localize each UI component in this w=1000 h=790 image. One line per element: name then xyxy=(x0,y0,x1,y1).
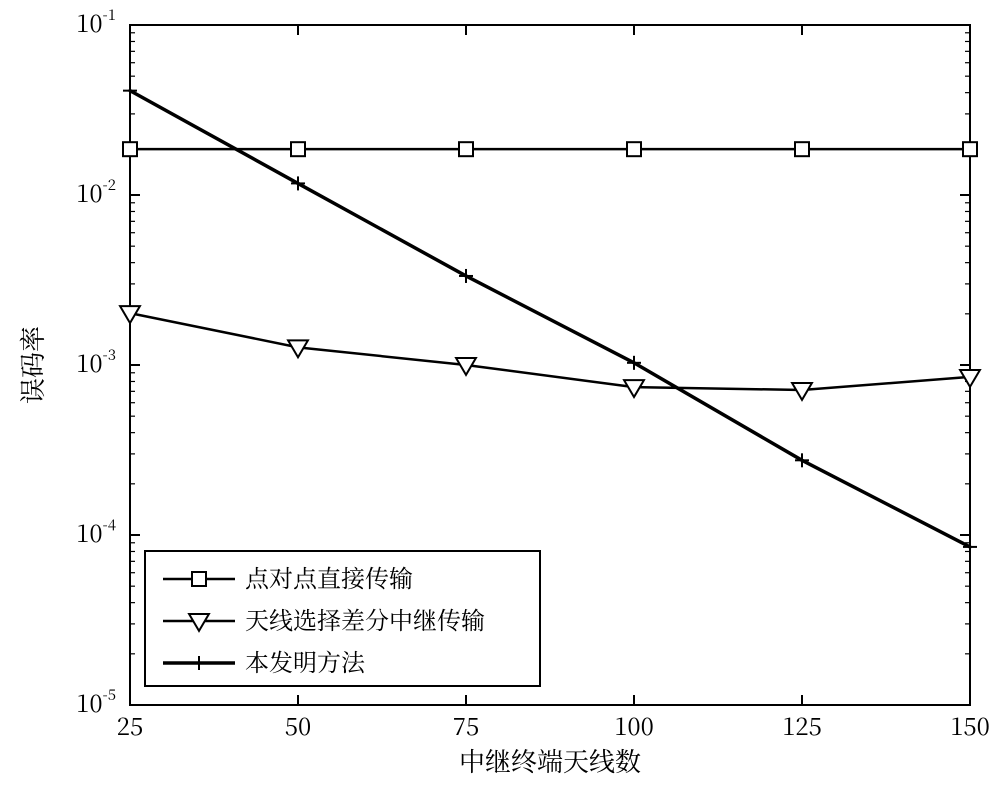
legend-label: 本发明方法 xyxy=(245,643,366,678)
chart-container: { "chart": { "type": "line-log", "width"… xyxy=(0,0,1000,790)
x-axis-label: 中继终端天线数 xyxy=(459,742,641,779)
x-tick-label: 75 xyxy=(453,707,479,742)
legend: 点对点直接传输天线选择差分中继传输本发明方法 xyxy=(145,551,540,686)
x-tick-label: 125 xyxy=(782,707,822,742)
x-tick-label: 25 xyxy=(117,707,143,742)
line-chart: 10-510-410-310-210-1255075100125150中继终端天… xyxy=(0,0,1000,790)
x-tick-label: 100 xyxy=(614,707,654,742)
legend-label: 点对点直接传输 xyxy=(245,559,413,594)
legend-label: 天线选择差分中继传输 xyxy=(245,601,485,636)
y-axis-label: 误码率 xyxy=(13,326,50,404)
x-tick-label: 150 xyxy=(950,707,990,742)
x-tick-label: 50 xyxy=(285,707,311,742)
